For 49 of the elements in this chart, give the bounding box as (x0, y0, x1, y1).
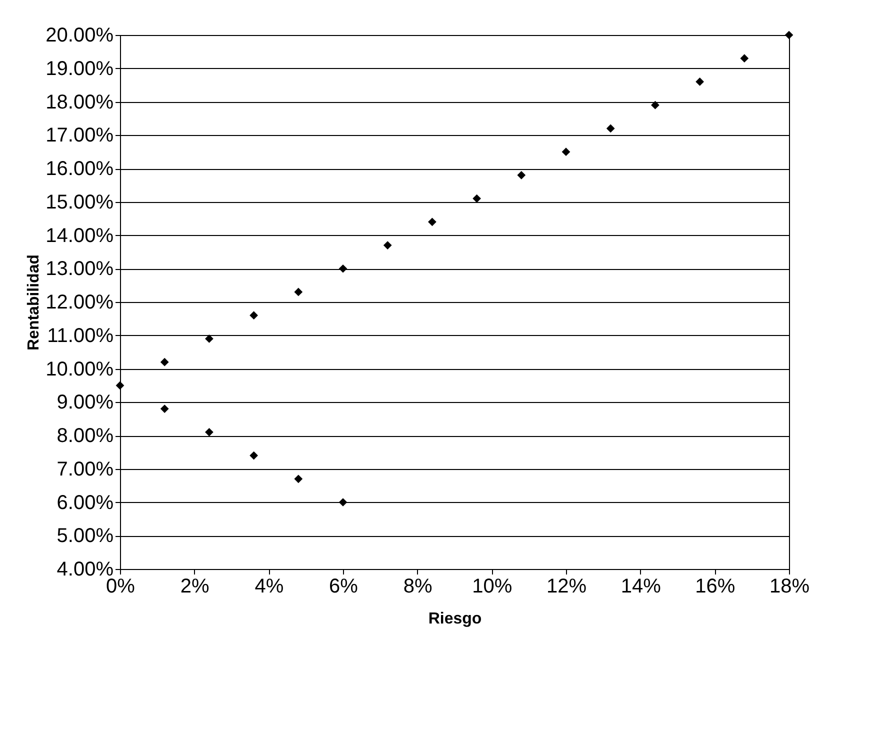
y-tick-label: 6.00% (56, 492, 114, 514)
point (651, 100, 660, 110)
x-tick-label: 6% (329, 576, 358, 598)
y-tick-label: 5.00% (56, 525, 114, 548)
y-tick-label: 9.00% (56, 392, 114, 414)
y-tick-label: 18.00% (46, 91, 114, 114)
point (696, 78, 704, 86)
x-tick-label: 8% (403, 576, 433, 598)
point (740, 54, 749, 63)
y-tick-label: 12.00% (46, 292, 114, 314)
point (562, 148, 570, 156)
point (250, 451, 258, 460)
point (205, 334, 214, 343)
point (160, 404, 169, 413)
point (294, 288, 303, 296)
x-tick-label: 2% (180, 576, 210, 598)
y-tick-label: 7.00% (56, 458, 114, 480)
y-axis-title: Rentabilidad (26, 254, 43, 351)
point (116, 381, 124, 390)
y-tick-label: 13.00% (46, 258, 114, 280)
y-tick-label: 14.00% (46, 224, 114, 247)
point (383, 241, 392, 250)
x-tick-label: 4% (254, 576, 284, 598)
y-tick-label: 10.00% (46, 358, 114, 380)
point (338, 264, 348, 273)
point (160, 358, 169, 366)
point (205, 428, 214, 436)
point (784, 30, 794, 40)
y-tick-label: 15.00% (46, 191, 114, 214)
x-tick-label: 18% (769, 576, 810, 598)
y-tick-label: 16.00% (46, 158, 114, 180)
point (428, 218, 436, 226)
point (294, 474, 303, 484)
point (472, 194, 481, 203)
x-tick-label: 12% (546, 576, 587, 598)
x-tick-label: 0% (106, 576, 136, 598)
x-tick-label: 10% (472, 576, 512, 598)
point (250, 311, 258, 320)
y-tick-label: 17.00% (46, 124, 114, 147)
x-tick-label: 14% (620, 576, 662, 598)
y-tick-label: 19.00% (46, 58, 114, 80)
y-tick-label: 8.00% (56, 425, 114, 447)
x-tick-label: 16% (695, 576, 736, 598)
x-axis-title: Riesgo (428, 610, 482, 628)
y-tick-label: 11.00% (47, 324, 114, 347)
point (517, 170, 526, 180)
point (606, 124, 615, 133)
y-tick-label: 20.00% (46, 24, 114, 46)
point (338, 498, 348, 506)
